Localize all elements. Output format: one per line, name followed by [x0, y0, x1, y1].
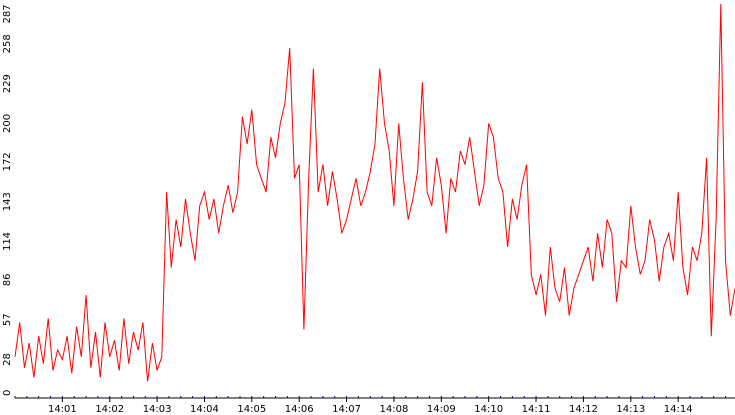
y-tick-label: 28 [2, 353, 13, 366]
y-tick-label: 200 [2, 114, 13, 133]
x-tick-label: 14:13 [616, 404, 645, 415]
x-tick-label: 14:12 [569, 404, 598, 415]
y-tick-label: 114 [2, 232, 13, 251]
x-tick-label: 14:01 [48, 404, 77, 415]
x-tick-label: 14:14 [664, 404, 693, 415]
y-tick-label: 86 [2, 274, 13, 287]
y-tick-label: 143 [2, 192, 13, 211]
y-tick-label: 57 [2, 313, 13, 326]
y-tick-label: 0 [2, 390, 13, 396]
x-tick-label: 14:08 [380, 404, 409, 415]
series-line [14, 3, 735, 382]
y-tick-label: 258 [2, 34, 13, 53]
x-tick-label: 14:06 [285, 404, 314, 415]
x-tick-label: 14:05 [237, 404, 266, 415]
x-tick-label: 14:03 [143, 404, 172, 415]
y-tick-label: 172 [2, 152, 13, 171]
x-axis-tick-labels: 14:01 14:02 14:03 14:04 14:05 14:06 14:07 14:08… [48, 398, 693, 415]
x-tick-label: 14:11 [522, 404, 551, 415]
y-tick-label: 229 [2, 74, 13, 93]
y-axis-tick-labels: 0 28 57 86 114 143 172 200 229 258 287 [2, 4, 13, 396]
x-tick-label: 14:02 [95, 404, 124, 415]
x-tick-label: 14:04 [190, 404, 219, 415]
y-tick-label: 287 [2, 4, 13, 23]
x-tick-label: 14:07 [332, 404, 361, 415]
x-tick-label: 14:09 [427, 404, 456, 415]
x-tick-label: 14:10 [474, 404, 503, 415]
